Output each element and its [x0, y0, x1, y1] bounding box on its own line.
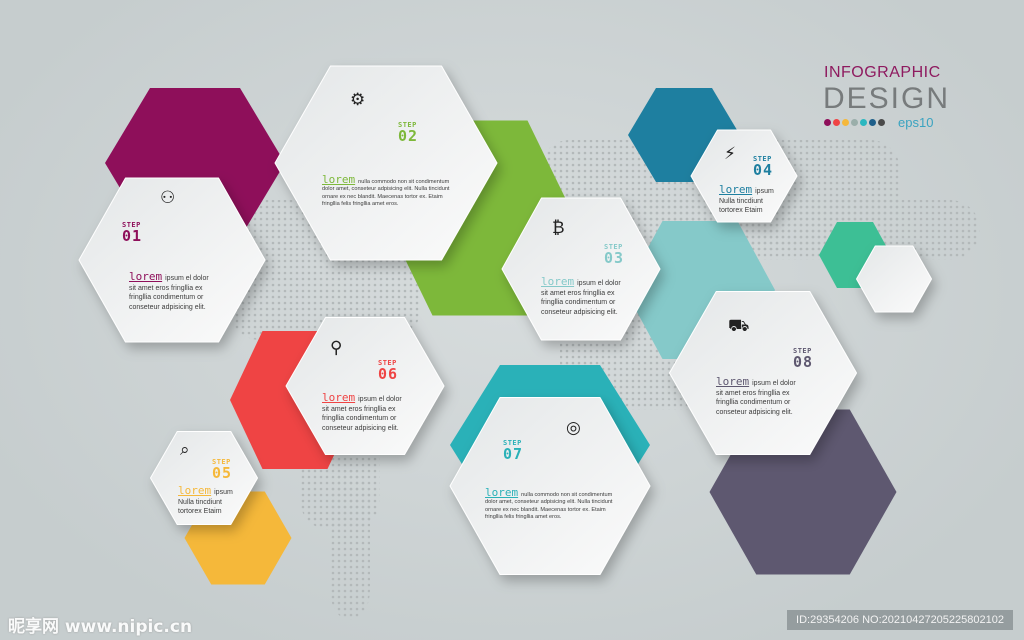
hexagon-card — [285, 317, 445, 455]
step-number: 05 — [212, 464, 233, 482]
step-label: STEP 01 — [122, 222, 142, 244]
step-word: STEP — [212, 458, 231, 466]
telescope-icon: ⚲ — [330, 338, 343, 358]
world-map-dots — [330, 470, 370, 620]
step-number: 04 — [753, 161, 774, 179]
bitcoin-icon: ₿ — [552, 218, 565, 238]
hexagon-card — [150, 431, 258, 525]
watermark-id: ID:29354206 NO:20210427205225802102 — [787, 610, 1013, 630]
step-word: STEP — [793, 347, 812, 355]
lorem-heading: lorem — [322, 173, 356, 186]
gears-icon: ⚙ — [350, 90, 366, 110]
lorem-heading: lorem — [719, 183, 753, 196]
hexagon-card — [78, 177, 266, 343]
hexagon-card — [449, 397, 651, 575]
lorem-heading: lorem — [322, 391, 356, 404]
step-description: lorem ipsum Nulla tincdiunt tortorex Etai… — [719, 183, 781, 216]
step-word: STEP — [398, 121, 417, 129]
description-text: nulla commodo non sit condimentum dolor … — [485, 492, 613, 521]
step-word: STEP — [503, 439, 522, 447]
step-label: STEP 05 — [212, 459, 232, 481]
format-label: eps10 — [898, 115, 934, 130]
search-icon: ⌕ — [180, 440, 190, 460]
title-infographic: INFOGRAPHIC — [824, 64, 941, 81]
step-description: lorem ipsum el dolor sit amet eros fringl… — [129, 270, 217, 312]
palette-dot — [860, 119, 867, 126]
step-description: lorem nulla commodo non sit condimentum d… — [485, 486, 617, 522]
truck-icon: ⛟ — [728, 316, 750, 336]
plug-icon: ⚡ — [724, 144, 736, 164]
step-word: STEP — [753, 155, 772, 163]
title-design: DESIGN — [823, 82, 951, 115]
step-word: STEP — [604, 243, 623, 251]
watermark-site: 昵享网 www.nipic.cn — [8, 617, 193, 637]
lorem-heading: lorem — [485, 486, 519, 499]
lorem-heading: lorem — [541, 275, 575, 288]
step-number: 08 — [793, 353, 814, 371]
palette-dot — [851, 119, 858, 126]
step-description: lorem ipsum Nulla tincdiunt tortorex Etai… — [178, 484, 240, 517]
description-text: ipsum Nulla tincdiunt tortorex Etaim — [719, 188, 774, 214]
description-text: ipsum el dolor sit amet eros fringllia e… — [716, 380, 796, 416]
step-word: STEP — [122, 221, 141, 229]
step-description: lorem ipsum el dolor sit amet eros fringl… — [716, 375, 804, 417]
step-description: lorem ipsum el dolor sit amet eros fringl… — [322, 391, 410, 433]
palette-dot — [824, 119, 831, 126]
palette-dot — [878, 119, 885, 126]
step-description: lorem ipsum el dolor sit amet eros fringl… — [541, 275, 629, 317]
hexagon-card — [274, 65, 498, 261]
step-number: 07 — [503, 445, 524, 463]
description-text: ipsum el dolor sit amet eros fringllia e… — [541, 280, 621, 316]
step-number: 06 — [378, 365, 399, 383]
description-text: nulla commodo non sit condimentum dolor … — [322, 179, 450, 208]
step-label: STEP 06 — [378, 360, 398, 382]
hexagon-card — [669, 291, 857, 455]
step-description: lorem nulla commodo non sit condimentum d… — [322, 173, 454, 209]
description-text: ipsum el dolor sit amet eros fringllia e… — [129, 275, 209, 311]
hexagon-card — [501, 197, 661, 341]
target-icon: ◎ — [566, 418, 581, 438]
step-label: STEP 03 — [604, 244, 624, 266]
lorem-heading: lorem — [178, 484, 212, 497]
palette-dot — [842, 119, 849, 126]
palette-dot — [833, 119, 840, 126]
hexagon-card — [690, 129, 798, 223]
hexagon-card — [856, 245, 932, 313]
lorem-heading: lorem — [129, 270, 163, 283]
team-icon: ⚇ — [160, 188, 176, 208]
step-label: STEP 08 — [793, 348, 813, 370]
step-label: STEP 04 — [753, 156, 773, 178]
description-text: ipsum Nulla tincdiunt tortorex Etaim — [178, 489, 233, 515]
lorem-heading: lorem — [716, 375, 750, 388]
palette-dot — [869, 119, 876, 126]
step-word: STEP — [378, 359, 397, 367]
step-number: 03 — [604, 249, 625, 267]
step-number: 01 — [122, 227, 143, 245]
step-label: STEP 07 — [503, 440, 523, 462]
step-number: 02 — [398, 127, 419, 145]
description-text: ipsum el dolor sit amet eros fringllia e… — [322, 396, 402, 432]
step-label: STEP 02 — [398, 122, 418, 144]
palette-dots — [824, 119, 885, 126]
